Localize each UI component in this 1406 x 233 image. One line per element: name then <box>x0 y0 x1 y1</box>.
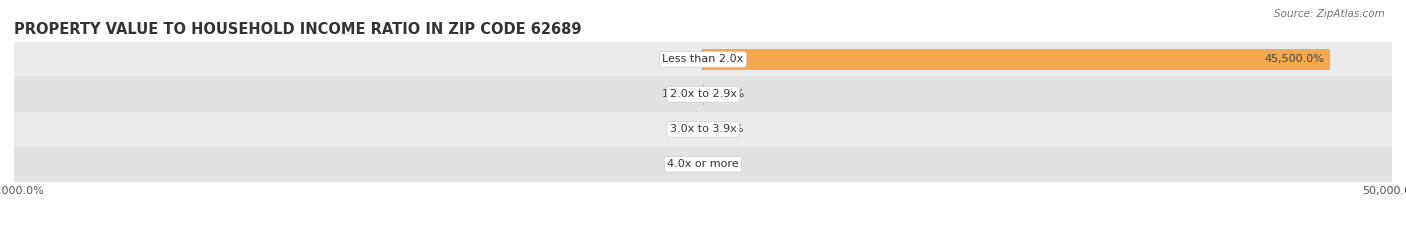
Text: 60.0%: 60.0% <box>710 89 745 99</box>
Bar <box>14 147 1392 182</box>
Bar <box>14 42 1392 77</box>
Text: 4.0x or more: 4.0x or more <box>668 159 738 169</box>
Text: Less than 2.0x: Less than 2.0x <box>662 55 744 64</box>
Text: 14.4%: 14.4% <box>709 124 744 134</box>
Text: 4.9%: 4.9% <box>669 159 697 169</box>
Bar <box>14 112 1392 147</box>
Text: 45,500.0%: 45,500.0% <box>1264 55 1324 64</box>
Text: PROPERTY VALUE TO HOUSEHOLD INCOME RATIO IN ZIP CODE 62689: PROPERTY VALUE TO HOUSEHOLD INCOME RATIO… <box>14 22 582 37</box>
Bar <box>14 77 1392 112</box>
Bar <box>703 49 1330 70</box>
Text: 3.0x to 3.9x: 3.0x to 3.9x <box>669 124 737 134</box>
Text: 13.7%: 13.7% <box>662 89 697 99</box>
Text: 75.5%: 75.5% <box>661 55 696 64</box>
Text: 3.2%: 3.2% <box>709 159 737 169</box>
Text: 2.0x to 2.9x: 2.0x to 2.9x <box>669 89 737 99</box>
Text: 5.9%: 5.9% <box>669 124 697 134</box>
Text: Source: ZipAtlas.com: Source: ZipAtlas.com <box>1274 9 1385 19</box>
